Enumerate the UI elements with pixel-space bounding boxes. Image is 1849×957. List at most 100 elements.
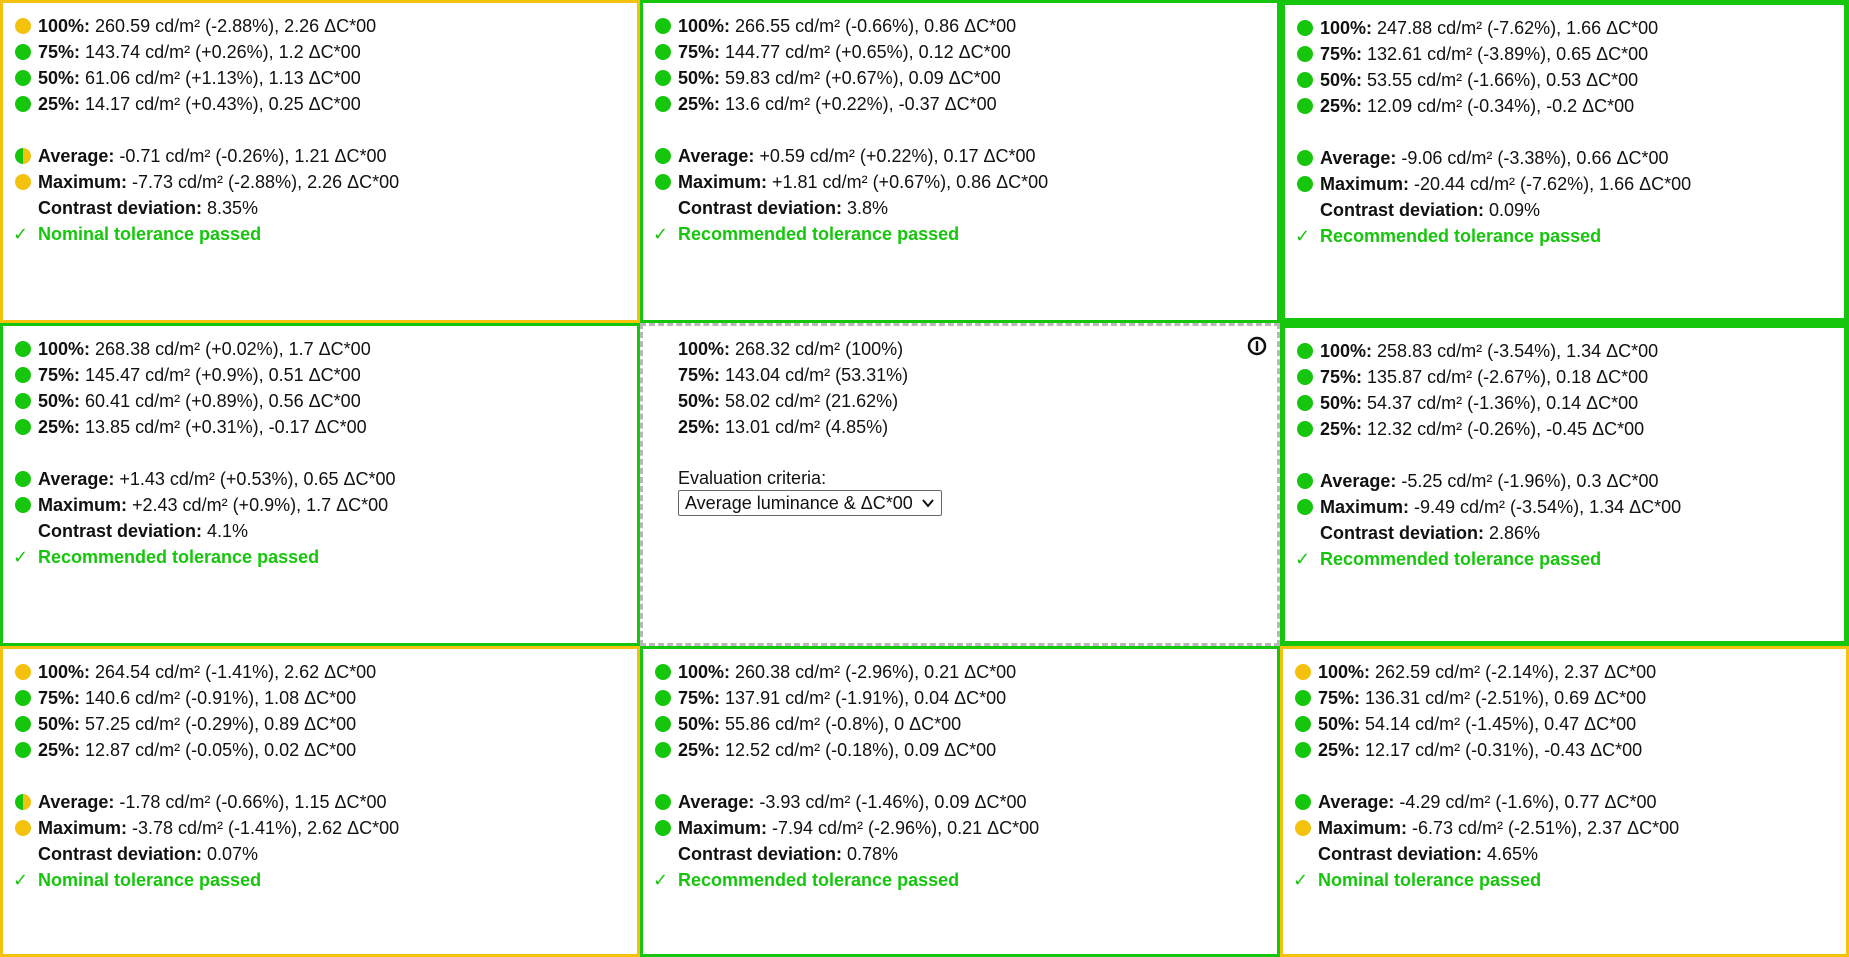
- status-dot: [1295, 820, 1311, 836]
- row-label: 25%:: [38, 740, 81, 760]
- status-dot: [1297, 369, 1313, 385]
- row-label: 50%:: [1320, 393, 1363, 413]
- row-100: 100%: 260.59 cd/m² (-2.88%), 2.26 ΔC*00: [13, 13, 625, 39]
- row-label: Contrast deviation:: [678, 844, 843, 864]
- status-dot: [15, 794, 31, 810]
- row-label: 50%:: [678, 68, 721, 88]
- row-value: 132.61 cd/m² (-3.89%), 0.65 ΔC*00: [1367, 44, 1649, 64]
- status-dot: [1297, 395, 1313, 411]
- row-contrast: Contrast deviation: 8.35%: [13, 195, 625, 221]
- ref-row-25: 25%: 13.01 cd/m² (4.85%): [678, 414, 1265, 440]
- row-average: Average: +0.59 cd/m² (+0.22%), 0.17 ΔC*00: [653, 143, 1265, 169]
- status-dot: [15, 341, 31, 357]
- row-value: 54.14 cd/m² (-1.45%), 0.47 ΔC*00: [1365, 714, 1637, 734]
- row-value: 2.86%: [1489, 523, 1541, 543]
- row-75: 75%: 135.87 cd/m² (-2.67%), 0.18 ΔC*00: [1295, 364, 1832, 390]
- row-25: 25%: 12.09 cd/m² (-0.34%), -0.2 ΔC*00: [1295, 93, 1832, 119]
- row-label: 75%:: [1320, 367, 1363, 387]
- row-maximum: Maximum: -7.94 cd/m² (-2.96%), 0.21 ΔC*00: [653, 815, 1265, 841]
- checkmark-icon: ✓: [13, 224, 29, 244]
- result-text: Nominal tolerance passed: [1318, 870, 1542, 890]
- row-value: 13.01 cd/m² (4.85%): [725, 417, 889, 437]
- row-label: Average:: [38, 792, 115, 812]
- row-label: 50%:: [678, 391, 721, 411]
- result-text: Recommended tolerance passed: [678, 224, 960, 244]
- status-dot: [655, 174, 671, 190]
- row-label: 25%:: [1320, 419, 1363, 439]
- row-value: 144.77 cd/m² (+0.65%), 0.12 ΔC*00: [725, 42, 1011, 62]
- status-dot: [1297, 473, 1313, 489]
- row-label: 100%:: [678, 662, 731, 682]
- row-label: Maximum:: [1320, 174, 1410, 194]
- status-dot: [15, 664, 31, 680]
- row-maximum: Maximum: +1.81 cd/m² (+0.67%), 0.86 ΔC*00: [653, 169, 1265, 195]
- row-contrast: Contrast deviation: 0.07%: [13, 841, 625, 867]
- status-dot: [1295, 794, 1311, 810]
- status-dot: [1297, 343, 1313, 359]
- result-line: ✓ Nominal tolerance passed: [13, 221, 625, 247]
- row-label: 75%:: [678, 688, 721, 708]
- row-label: Maximum:: [38, 172, 128, 192]
- row-average: Average: -1.78 cd/m² (-0.66%), 1.15 ΔC*00: [13, 789, 625, 815]
- row-value: 54.37 cd/m² (-1.36%), 0.14 ΔC*00: [1367, 393, 1639, 413]
- result-line: ✓ Recommended tolerance passed: [1295, 546, 1832, 572]
- row-contrast: Contrast deviation: 4.65%: [1293, 841, 1834, 867]
- grid-cell-top-right: 100%: 247.88 cd/m² (-7.62%), 1.66 ΔC*00 7…: [1280, 0, 1849, 323]
- row-label: 50%:: [678, 714, 721, 734]
- row-100: 100%: 264.54 cd/m² (-1.41%), 2.62 ΔC*00: [13, 659, 625, 685]
- row-50: 50%: 53.55 cd/m² (-1.66%), 0.53 ΔC*00: [1295, 67, 1832, 93]
- row-label: 75%:: [38, 688, 81, 708]
- status-dot: [655, 18, 671, 34]
- row-label: 25%:: [1318, 740, 1361, 760]
- status-dot: [655, 148, 671, 164]
- row-label: 25%:: [678, 94, 721, 114]
- row-value: 268.38 cd/m² (+0.02%), 1.7 ΔC*00: [95, 339, 371, 359]
- row-75: 75%: 136.31 cd/m² (-2.51%), 0.69 ΔC*00: [1293, 685, 1834, 711]
- row-label: 100%:: [38, 16, 91, 36]
- row-25: 25%: 13.6 cd/m² (+0.22%), -0.37 ΔC*00: [653, 91, 1265, 117]
- row-value: +0.59 cd/m² (+0.22%), 0.17 ΔC*00: [759, 146, 1036, 166]
- row-value: -7.73 cd/m² (-2.88%), 2.26 ΔC*00: [132, 172, 400, 192]
- row-75: 75%: 132.61 cd/m² (-3.89%), 0.65 ΔC*00: [1295, 41, 1832, 67]
- info-circle-icon[interactable]: [1247, 336, 1267, 356]
- status-dot: [655, 716, 671, 732]
- row-value: 4.1%: [207, 521, 249, 541]
- row-100: 100%: 268.38 cd/m² (+0.02%), 1.7 ΔC*00: [13, 336, 625, 362]
- status-dot: [15, 18, 31, 34]
- row-maximum: Maximum: -9.49 cd/m² (-3.54%), 1.34 ΔC*00: [1295, 494, 1832, 520]
- row-75: 75%: 140.6 cd/m² (-0.91%), 1.08 ΔC*00: [13, 685, 625, 711]
- evaluation-criteria-select[interactable]: Average luminance & ΔC*00: [678, 490, 942, 516]
- status-dot: [15, 393, 31, 409]
- result-text: Recommended tolerance passed: [1320, 549, 1602, 569]
- row-value: 12.17 cd/m² (-0.31%), -0.43 ΔC*00: [1365, 740, 1643, 760]
- result-text: Nominal tolerance passed: [38, 870, 262, 890]
- row-value: -7.94 cd/m² (-2.96%), 0.21 ΔC*00: [772, 818, 1040, 838]
- grid-cell-bottom-center: 100%: 260.38 cd/m² (-2.96%), 0.21 ΔC*00 7…: [640, 646, 1280, 957]
- row-label: Contrast deviation:: [1320, 200, 1485, 220]
- row-label: Average:: [38, 469, 115, 489]
- row-value: +2.43 cd/m² (+0.9%), 1.7 ΔC*00: [132, 495, 389, 515]
- row-value: 268.32 cd/m² (100%): [735, 339, 904, 359]
- row-value: 140.6 cd/m² (-0.91%), 1.08 ΔC*00: [85, 688, 357, 708]
- row-value: 3.8%: [847, 198, 889, 218]
- result-line: ✓ Recommended tolerance passed: [1295, 223, 1832, 249]
- row-label: Contrast deviation:: [678, 198, 843, 218]
- status-dot: [1297, 150, 1313, 166]
- row-contrast: Contrast deviation: 0.09%: [1295, 197, 1832, 223]
- row-25: 25%: 12.17 cd/m² (-0.31%), -0.43 ΔC*00: [1293, 737, 1834, 763]
- row-label: 75%:: [1320, 44, 1363, 64]
- row-value: 60.41 cd/m² (+0.89%), 0.56 ΔC*00: [85, 391, 361, 411]
- checkmark-icon: ✓: [1295, 549, 1311, 569]
- status-dot: [655, 742, 671, 758]
- row-25: 25%: 13.85 cd/m² (+0.31%), -0.17 ΔC*00: [13, 414, 625, 440]
- row-value: 143.74 cd/m² (+0.26%), 1.2 ΔC*00: [85, 42, 361, 62]
- row-value: 61.06 cd/m² (+1.13%), 1.13 ΔC*00: [85, 68, 361, 88]
- status-dot: [1297, 421, 1313, 437]
- row-value: -6.73 cd/m² (-2.51%), 2.37 ΔC*00: [1412, 818, 1680, 838]
- row-50: 50%: 54.37 cd/m² (-1.36%), 0.14 ΔC*00: [1295, 390, 1832, 416]
- row-value: -9.06 cd/m² (-3.38%), 0.66 ΔC*00: [1401, 148, 1669, 168]
- row-label: 50%:: [38, 68, 81, 88]
- status-dot: [15, 690, 31, 706]
- row-value: 264.54 cd/m² (-1.41%), 2.62 ΔC*00: [95, 662, 377, 682]
- row-value: -3.78 cd/m² (-1.41%), 2.62 ΔC*00: [132, 818, 400, 838]
